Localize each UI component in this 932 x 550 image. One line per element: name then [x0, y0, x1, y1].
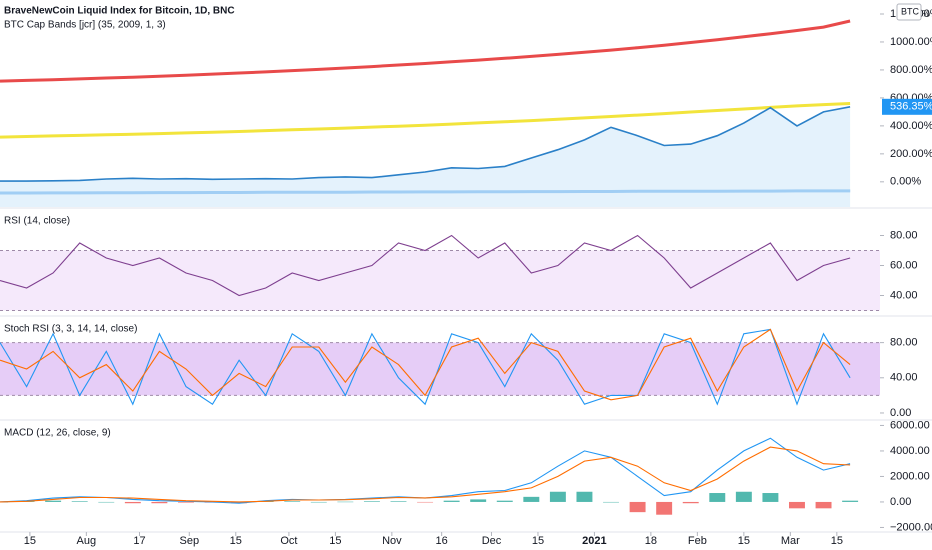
- pane-subtitle: BTC Cap Bands [jcr] (35, 2009, 1, 3): [4, 20, 166, 31]
- y-tick-label: 200.00%: [890, 148, 932, 160]
- y-tick-label: 80.00: [890, 229, 918, 241]
- x-tick-label: Dec: [482, 535, 502, 547]
- histogram-bar: [231, 501, 248, 504]
- pane-title: Stoch RSI (3, 3, 14, 14, close): [4, 324, 137, 335]
- line: [0, 106, 851, 182]
- y-tick-label: −2000.00: [890, 521, 932, 533]
- line: [0, 328, 851, 401]
- x-tick-label: 15: [230, 535, 242, 547]
- histogram-bar: [735, 491, 752, 502]
- x-tick-label: Sep: [179, 535, 199, 547]
- histogram-bar: [310, 501, 327, 503]
- y-tick-label: 2000.00: [890, 470, 930, 482]
- line: [0, 328, 851, 406]
- y-tick-label: 1000.00%: [890, 36, 932, 48]
- x-tick-label: 18: [645, 535, 657, 547]
- x-tick-label: Oct: [280, 535, 297, 547]
- histogram-bar: [709, 493, 726, 502]
- histogram-bar: [98, 501, 115, 503]
- x-tick-label: 15: [738, 535, 750, 547]
- area: [0, 106, 851, 207]
- y-tick-label: 800.00%: [890, 64, 932, 76]
- x-tick-label: 15: [329, 535, 341, 547]
- histogram-bar: [363, 501, 380, 502]
- y-tick-label: 60.00: [890, 259, 918, 271]
- histogram-bar: [549, 491, 566, 502]
- y-tick-label: 4000.00: [890, 445, 930, 457]
- last-price-box: [882, 98, 932, 115]
- y-tick-label: 80.00: [890, 337, 918, 349]
- x-tick-label: Mar: [781, 535, 800, 547]
- histogram-bar: [576, 491, 593, 502]
- pane-title: BraveNewCoin Liquid Index for Bitcoin, 1…: [4, 6, 235, 17]
- y-tick-label: 0.00%: [890, 176, 921, 188]
- histogram-bar: [682, 501, 699, 504]
- line: [0, 234, 851, 297]
- histogram-bar: [815, 501, 832, 509]
- x-tick-label: 2021: [582, 535, 606, 547]
- histogram-bar: [337, 501, 354, 503]
- histogram-bar: [762, 493, 779, 502]
- histogram-bar: [151, 501, 168, 504]
- histogram-bar: [470, 499, 487, 502]
- y-tick-label: 0.00: [890, 496, 911, 508]
- histogram-bar: [417, 501, 434, 503]
- y-tick-label: 40.00: [890, 372, 918, 384]
- histogram-bar: [842, 500, 859, 502]
- last-price-label: 536.35%: [890, 101, 932, 113]
- histogram-bar: [390, 501, 407, 502]
- x-tick-label: 15: [24, 535, 36, 547]
- x-tick-label: 15: [831, 535, 843, 547]
- y-tick-label: 6000.00: [890, 419, 930, 431]
- x-tick-label: Nov: [382, 535, 402, 547]
- histogram-bar: [656, 501, 673, 515]
- histogram-bar: [603, 501, 619, 503]
- histogram-bar: [443, 500, 460, 502]
- y-tick-label: 40.00: [890, 289, 918, 301]
- histogram-bar: [124, 501, 141, 504]
- histogram-bar: [177, 501, 194, 503]
- x-tick-label: Aug: [77, 535, 97, 547]
- x-tick-label: Feb: [688, 535, 707, 547]
- y-tick-label: 0.00: [890, 407, 911, 419]
- histogram-bar: [629, 501, 646, 513]
- histogram-bar: [496, 500, 513, 502]
- histogram-bar: [45, 500, 62, 502]
- x-tick-label: 17: [133, 535, 145, 547]
- currency-box: [896, 3, 922, 21]
- currency: BTC: [901, 6, 920, 16]
- histogram-bar: [789, 501, 805, 509]
- pane-title: MACD (12, 26, close, 9): [4, 428, 111, 439]
- histogram-bar: [523, 496, 540, 502]
- line: [0, 446, 851, 503]
- histogram-bar: [284, 501, 301, 502]
- histogram-bar: [71, 501, 88, 502]
- line: [0, 102, 851, 139]
- unit: %: [922, 8, 930, 18]
- y-tick-label: 400.00%: [890, 120, 932, 132]
- x-tick-label: 16: [436, 535, 448, 547]
- line: [0, 19, 851, 83]
- x-tick-label: 15: [532, 535, 544, 547]
- pane-title: RSI (14, close): [4, 216, 70, 227]
- band: [0, 250, 880, 311]
